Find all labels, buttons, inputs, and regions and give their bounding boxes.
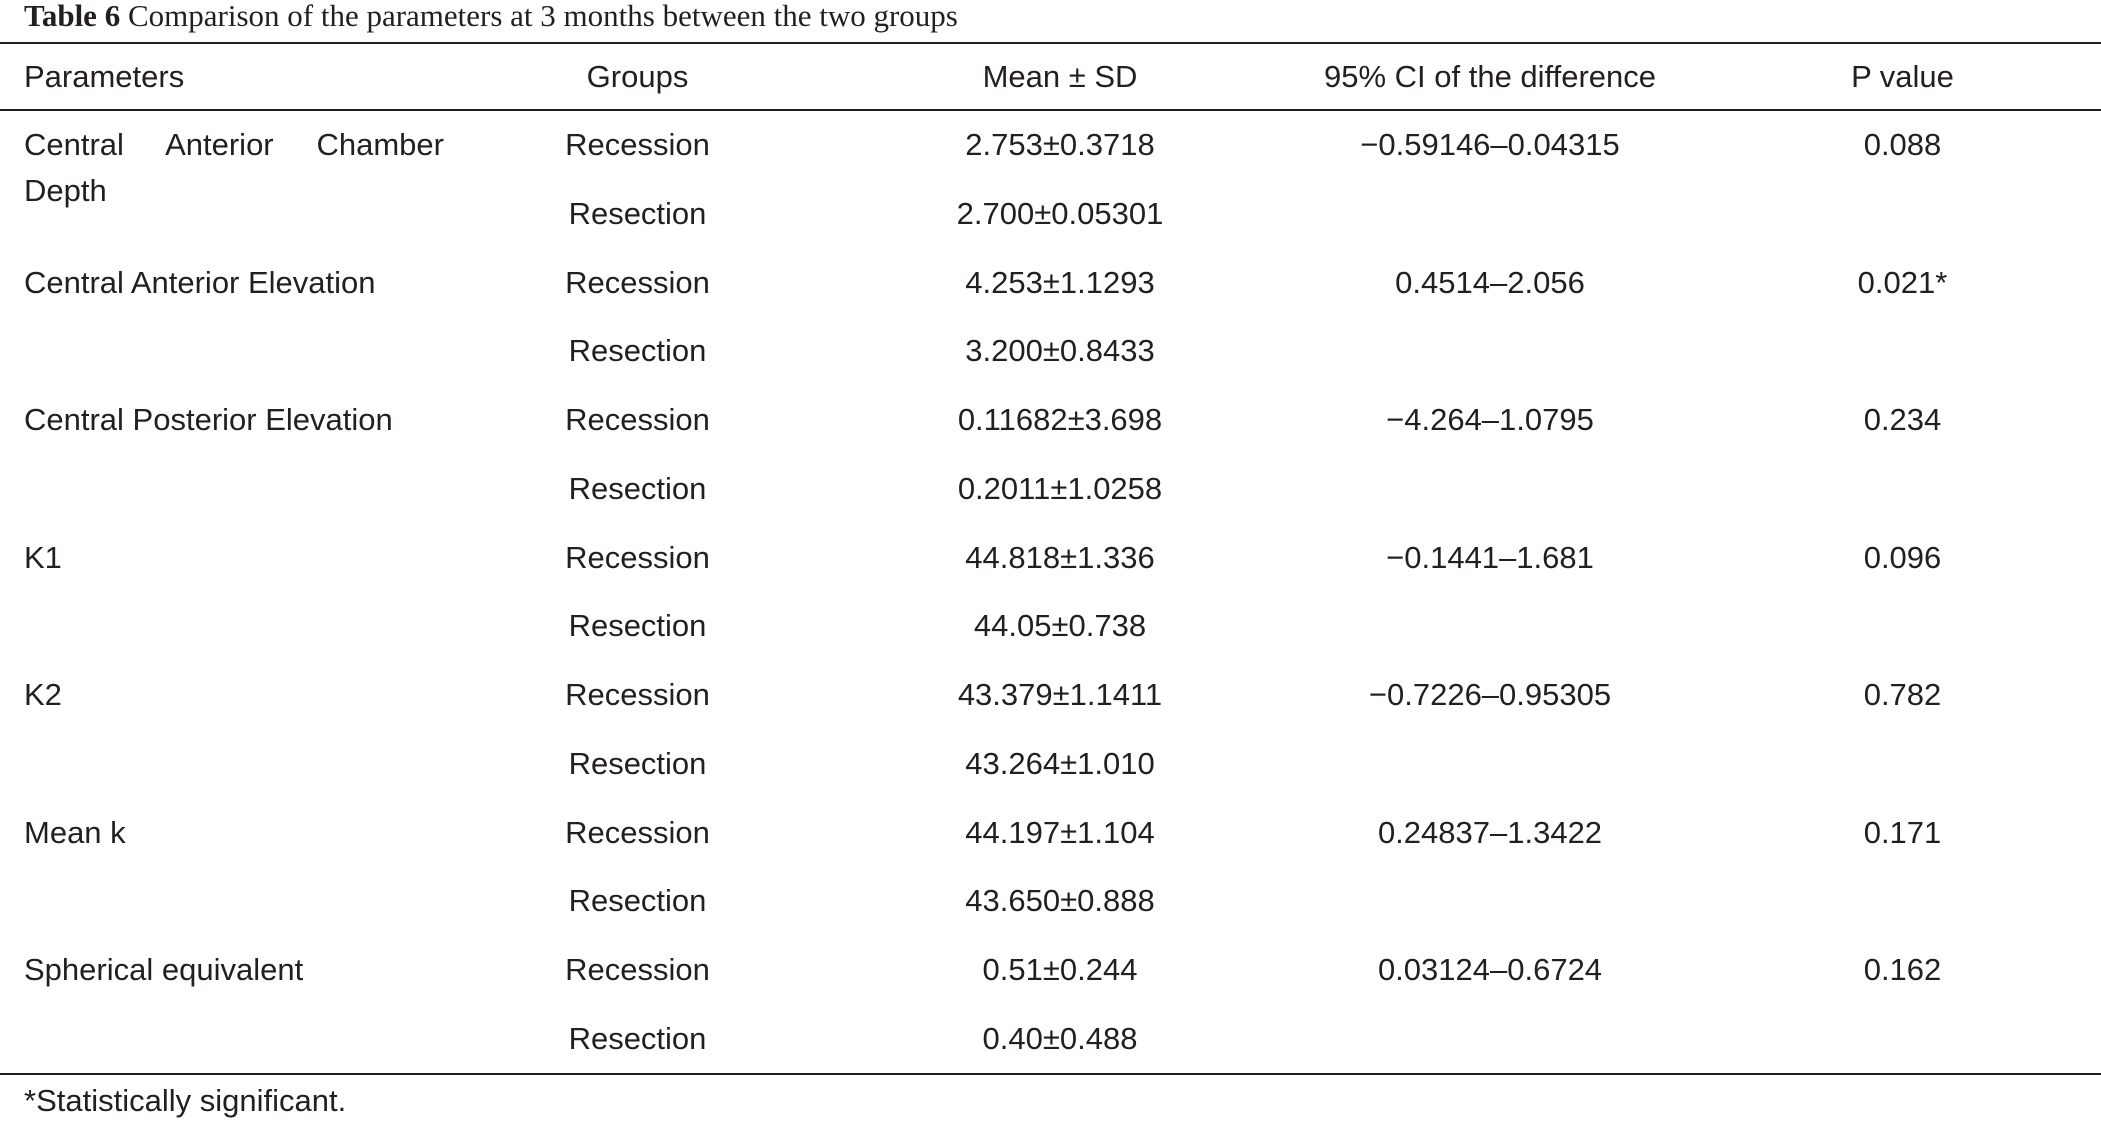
cell-mean-sd: 44.05±0.738 — [973, 608, 1147, 643]
header-groups: Groups — [586, 59, 689, 94]
cell-group: Resection — [568, 746, 707, 781]
table-caption: Table 6 Comparison of the parameters at … — [24, 0, 958, 32]
cell-p-value: 0.234 — [1863, 402, 1942, 437]
cell-p-value: 0.171 — [1863, 815, 1942, 850]
cell-group: Resection — [568, 196, 707, 231]
table-caption-text: Comparison of the parameters at 3 months… — [127, 0, 958, 33]
cell-group: Recession — [565, 127, 710, 162]
cell-mean-sd: 43.379±1.1411 — [957, 677, 1163, 712]
cell-ci: −0.59146–0.04315 — [1360, 127, 1620, 162]
header-parameters: Parameters — [24, 59, 185, 94]
cell-group: Resection — [568, 608, 707, 643]
cell-p-value: 0.088 — [1863, 127, 1942, 162]
cell-parameter: Mean k — [24, 815, 126, 850]
cell-mean-sd: 44.197±1.104 — [965, 815, 1155, 850]
cell-group: Resection — [568, 333, 707, 368]
cell-ci: −0.7226–0.95305 — [1368, 677, 1612, 712]
cell-mean-sd: 2.753±0.3718 — [965, 127, 1155, 162]
cell-group: Recession — [565, 677, 710, 712]
cell-mean-sd: 2.700±0.05301 — [956, 196, 1164, 231]
top-rule — [0, 42, 2101, 44]
cell-p-value: 0.096 — [1863, 540, 1942, 575]
cell-p-value: 0.782 — [1863, 677, 1942, 712]
cell-parameter: Central Posterior Elevation — [24, 402, 393, 437]
cell-mean-sd: 0.2011±1.0258 — [957, 471, 1163, 506]
cell-mean-sd: 43.650±0.888 — [965, 883, 1155, 918]
table-footnote: *Statistically significant. — [24, 1083, 347, 1118]
cell-mean-sd: 43.264±1.010 — [965, 746, 1155, 781]
cell-mean-sd: 44.818±1.336 — [965, 540, 1155, 575]
header-p-value: P value — [1851, 59, 1954, 94]
cell-group: Recession — [565, 265, 710, 300]
cell-group: Recession — [565, 402, 710, 437]
bottom-rule — [0, 1073, 2101, 1075]
table-caption-label: Table 6 — [24, 0, 121, 33]
cell-ci: 0.24837–1.3422 — [1377, 815, 1603, 850]
cell-group: Resection — [568, 1021, 707, 1056]
cell-mean-sd: 3.200±0.8433 — [965, 333, 1155, 368]
cell-parameter: K1 — [24, 540, 62, 575]
cell-ci: 0.03124–0.6724 — [1377, 952, 1603, 987]
cell-group: Resection — [568, 883, 707, 918]
cell-p-value: 0.021* — [1857, 265, 1948, 300]
header-mean-sd: Mean ± SD — [982, 59, 1138, 94]
cell-ci: 0.4514–2.056 — [1395, 265, 1585, 300]
cell-parameter: Central Anterior Chamber Depth — [24, 127, 444, 208]
cell-ci: −4.264–1.0795 — [1386, 402, 1594, 437]
header-ci-difference: 95% CI of the difference — [1323, 59, 1657, 94]
cell-group: Recession — [565, 540, 710, 575]
cell-group: Recession — [565, 815, 710, 850]
cell-parameter: K2 — [24, 677, 62, 712]
cell-mean-sd: 4.253±1.1293 — [965, 265, 1155, 300]
header-rule — [0, 109, 2101, 111]
cell-mean-sd: 0.11682±3.698 — [957, 402, 1163, 437]
cell-parameter: Spherical equivalent — [24, 952, 304, 987]
cell-ci: −0.1441–1.681 — [1386, 540, 1594, 575]
cell-p-value: 0.162 — [1863, 952, 1942, 987]
cell-mean-sd: 0.40±0.488 — [982, 1021, 1138, 1056]
cell-mean-sd: 0.51±0.244 — [982, 952, 1138, 987]
cell-group: Recession — [565, 952, 710, 987]
cell-parameter: Central Anterior Elevation — [24, 265, 376, 300]
cell-group: Resection — [568, 471, 707, 506]
